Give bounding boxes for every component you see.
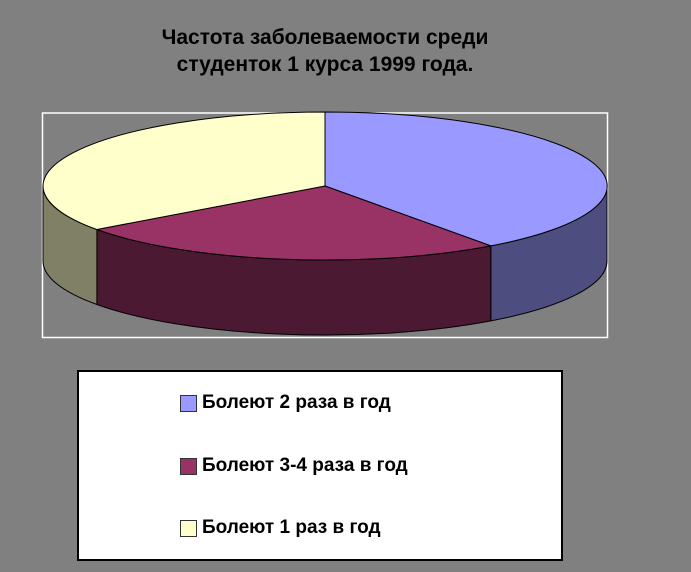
- pie-slice-0-top[interactable]: [324, 111, 608, 247]
- legend-key-swatch-2: [180, 519, 197, 537]
- legend-item-1[interactable]: Болеют 3-4 раза в год: [180, 454, 408, 478]
- legend: Болеют 2 раза в год Болеют 3-4 раза в год…: [77, 370, 563, 561]
- chart-title-line-2: студенток 1 курса 1999 года.: [176, 53, 474, 76]
- pie-slice-1-top[interactable]: [96, 185, 492, 261]
- legend-label-2: Болеют 1 раз в год: [202, 517, 381, 538]
- legend-item-0[interactable]: Болеют 2 раза в год: [180, 391, 391, 415]
- chart-title: Частота заболеваемости среди студенток 1…: [0, 24, 650, 78]
- pie-slice-2-top[interactable]: [42, 111, 326, 230]
- legend-label-0: Болеют 2 раза в год: [202, 392, 391, 413]
- legend-key-swatch-0: [180, 394, 197, 412]
- chart-title-line-1: Частота заболеваемости среди: [161, 26, 489, 49]
- legend-label-1: Болеют 3-4 раза в год: [202, 455, 408, 476]
- legend-item-2[interactable]: Болеют 1 раз в год: [180, 516, 381, 540]
- legend-key-swatch-1: [180, 457, 197, 475]
